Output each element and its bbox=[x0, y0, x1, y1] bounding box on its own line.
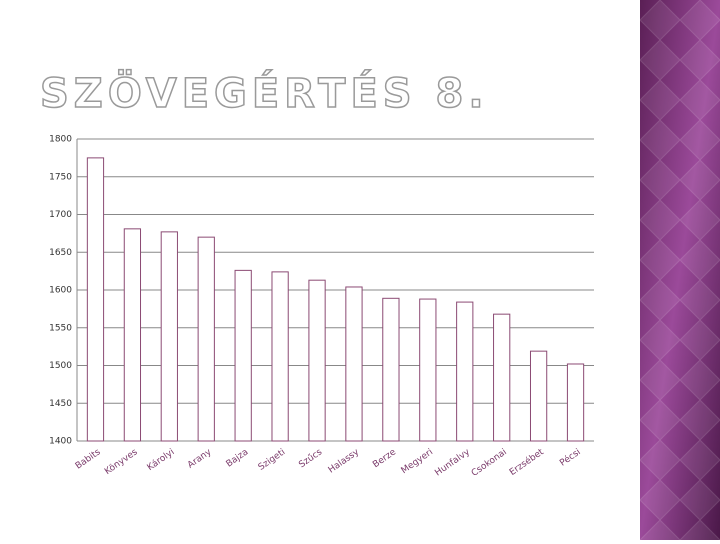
y-tick-label: 1700 bbox=[49, 210, 72, 220]
plot: 1400 1450 1500 1550 1600 1650 1700 1750 1800 Babi… bbox=[49, 135, 594, 479]
bar bbox=[123, 228, 142, 442]
x-tick-label: Megyeri bbox=[400, 447, 435, 476]
bar bbox=[566, 363, 585, 442]
x-tick-label: Halassy bbox=[327, 447, 362, 476]
bar bbox=[271, 271, 289, 442]
bar bbox=[308, 279, 326, 442]
bar bbox=[197, 236, 215, 442]
bar bbox=[234, 269, 252, 442]
bar bbox=[493, 313, 511, 442]
y-tick-label: 1400 bbox=[49, 437, 72, 447]
side-pattern bbox=[640, 0, 720, 540]
bar bbox=[86, 157, 105, 442]
x-tick-label: Csokonai bbox=[470, 447, 509, 478]
x-tick-label: Szűcs bbox=[297, 447, 324, 470]
x-tick-label: Pécsi bbox=[558, 446, 583, 468]
bar bbox=[419, 298, 437, 442]
bar bbox=[345, 286, 363, 442]
y-tick-label: 1750 bbox=[49, 172, 72, 182]
x-tick-label: Károlyi bbox=[146, 447, 177, 473]
bar bbox=[382, 297, 400, 442]
x-tick-label: Hunfalvy bbox=[433, 447, 472, 479]
x-tick-label: Berze bbox=[371, 447, 398, 470]
y-tick-label: 1800 bbox=[49, 135, 72, 145]
y-tick-label: 1450 bbox=[49, 399, 72, 409]
x-tick-label: Erzsébet bbox=[507, 446, 546, 478]
bar bbox=[456, 301, 474, 442]
y-tick-label: 1550 bbox=[49, 323, 72, 333]
y-tick-label: 1650 bbox=[49, 248, 72, 258]
chart-title: SZÖVEGÉRTÉS 8. bbox=[40, 69, 489, 117]
y-tick-label: 1500 bbox=[49, 361, 72, 371]
x-tick-label: Könyves bbox=[103, 447, 140, 477]
x-tick-label: Babits bbox=[74, 447, 103, 471]
bar bbox=[529, 350, 548, 442]
x-tick-label: Bajza bbox=[225, 447, 251, 469]
y-tick-label: 1600 bbox=[49, 286, 72, 296]
x-tick-label: Arany bbox=[186, 447, 214, 471]
x-tick-label: Szigeti bbox=[257, 447, 287, 473]
bar bbox=[160, 231, 178, 442]
